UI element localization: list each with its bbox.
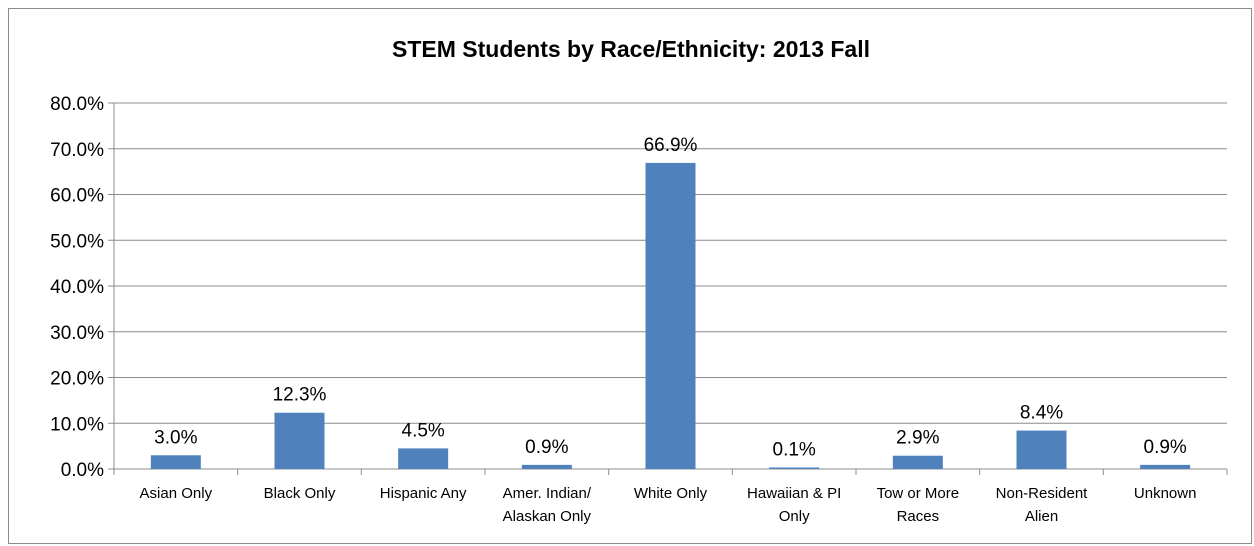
- y-tick-label: 60.0%: [50, 186, 104, 207]
- x-axis-ticks: Asian Only Black Only Hispanic Any Amer. In…: [140, 485, 1197, 525]
- x-tick-label: Unknown: [1134, 485, 1197, 502]
- x-tick-label-line: Asian Only: [140, 485, 213, 502]
- bar: [769, 467, 820, 469]
- y-tick-label: 40.0%: [50, 277, 104, 298]
- x-tick-label-line: White Only: [634, 485, 708, 502]
- x-tick-label: Asian Only: [140, 485, 213, 502]
- x-tick-label-line: Amer. Indian/: [503, 485, 592, 502]
- bar: [521, 464, 572, 469]
- data-label: 0.9%: [525, 437, 568, 458]
- x-tick-label: White Only: [634, 485, 708, 502]
- y-tick-label: 20.0%: [50, 369, 104, 390]
- x-tick-label-line: Only: [779, 508, 810, 525]
- x-tick-label-line: Alien: [1025, 508, 1058, 525]
- y-tick-label: 30.0%: [50, 323, 104, 344]
- bar: [274, 412, 325, 469]
- y-tick-label: 50.0%: [50, 231, 104, 252]
- data-label: 3.0%: [154, 427, 197, 448]
- x-tick-label: Non-Resident Alien: [996, 485, 1089, 525]
- chart-title: STEM Students by Race/Ethnicity: 2013 Fa…: [392, 36, 870, 62]
- x-tick-label-line: Black Only: [264, 485, 336, 502]
- x-tick-label-line: Non-Resident: [996, 485, 1089, 502]
- data-label: 4.5%: [402, 420, 445, 441]
- x-tick-label-line: Races: [897, 508, 940, 525]
- y-tick-label: 10.0%: [50, 414, 104, 435]
- bar: [398, 448, 449, 469]
- data-labels: 3.0% 12.3% 4.5% 0.9% 66.9% 0.1% 2.9% 8.4% 0.9%: [154, 135, 1187, 461]
- data-label: 66.9%: [644, 135, 698, 156]
- bar: [150, 455, 201, 469]
- bar: [892, 455, 943, 469]
- bars: [150, 162, 1191, 469]
- bar-chart: STEM Students by Race/Ethnicity: 2013 Fa…: [50, 36, 1228, 525]
- y-tick-label: 80.0%: [50, 94, 104, 115]
- data-label: 12.3%: [273, 385, 327, 406]
- data-label: 0.9%: [1144, 437, 1187, 458]
- x-tick-label-line: Unknown: [1134, 485, 1197, 502]
- data-label: 2.9%: [896, 428, 939, 449]
- x-tick-label: Hispanic Any: [380, 485, 467, 502]
- x-tick-label-line: Hawaiian & PI: [747, 485, 841, 502]
- x-tick-label-line: Hispanic Any: [380, 485, 467, 502]
- x-tick-label: Hawaiian & PI Only: [747, 485, 841, 525]
- x-tick-label: Amer. Indian/Alaskan Only: [503, 485, 592, 525]
- y-axis-ticks: 0.0% 10.0% 20.0% 30.0% 40.0% 50.0% 60.0% 70.0% 8…: [50, 94, 104, 481]
- x-tick-label: Tow or More Races: [877, 485, 960, 525]
- bar: [645, 162, 696, 469]
- x-tick-label-line: Alaskan Only: [503, 508, 592, 525]
- x-tick-label: Black Only: [264, 485, 336, 502]
- y-tick-label: 0.0%: [61, 460, 104, 481]
- data-label: 0.1%: [773, 440, 816, 461]
- bar: [1016, 430, 1067, 469]
- chart-frame: STEM Students by Race/Ethnicity: 2013 Fa…: [8, 8, 1252, 544]
- data-label: 8.4%: [1020, 403, 1063, 424]
- bar: [1140, 464, 1191, 469]
- y-tick-label: 70.0%: [50, 140, 104, 161]
- x-tick-label-line: Tow or More: [877, 485, 960, 502]
